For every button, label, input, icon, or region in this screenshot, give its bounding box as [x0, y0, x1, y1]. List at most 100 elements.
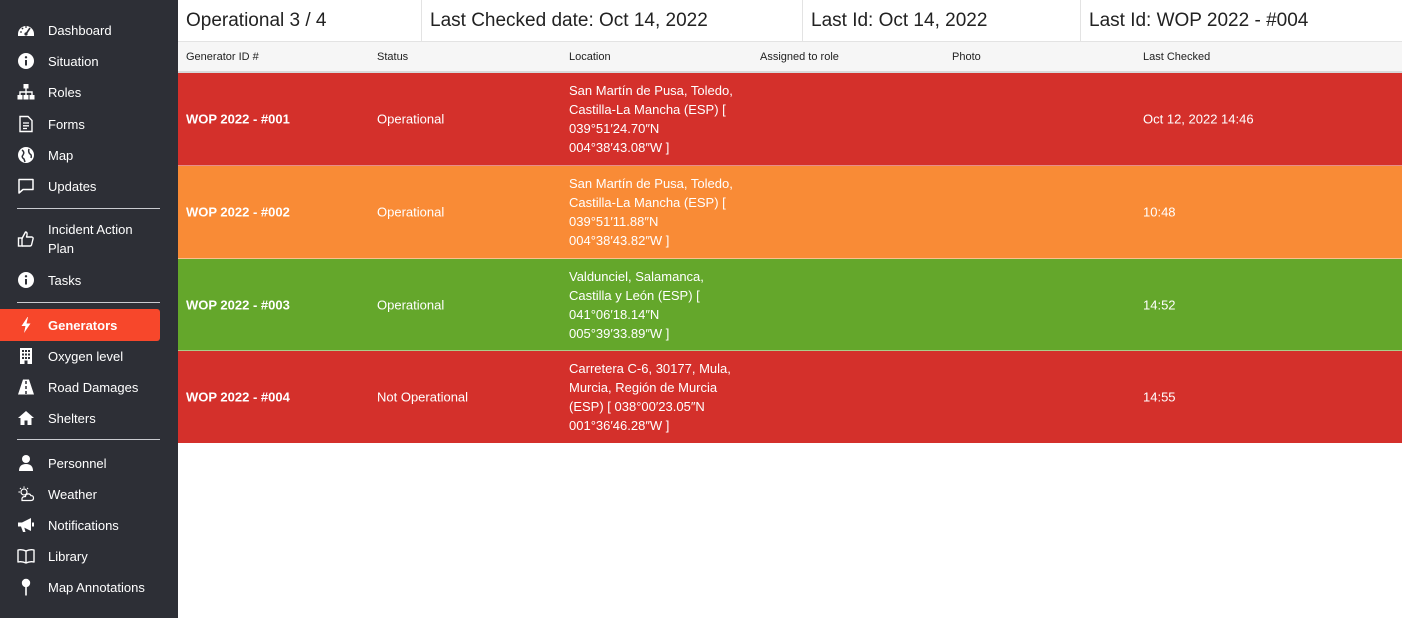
info-icon	[17, 271, 35, 289]
generator-location: San Martín de Pusa, Toledo, Castilla-La …	[569, 81, 754, 157]
person-icon	[17, 454, 35, 472]
table-row[interactable]: WOP 2022 - #001 Operational San Martín d…	[178, 73, 1402, 166]
sidebar-item-label: Road Damages	[48, 379, 139, 395]
location-line: 001°36′46.28″W ]	[569, 418, 670, 433]
location-line: 039°51′24.70″N	[569, 121, 660, 136]
generator-id[interactable]: WOP 2022 - #004	[186, 389, 290, 405]
sidebar-item-label: Incident Action Plan	[48, 222, 133, 256]
summary-last-checked: Last Checked date: Oct 14, 2022	[422, 0, 803, 42]
weather-icon	[17, 485, 35, 503]
main-content: Operational 3 / 4 Last Checked date: Oct…	[178, 0, 1402, 618]
summary-bar: Operational 3 / 4 Last Checked date: Oct…	[178, 0, 1402, 42]
table-row[interactable]: WOP 2022 - #002 Operational San Martín d…	[178, 166, 1402, 259]
org-chart-icon	[17, 83, 35, 101]
sidebar-item-notifications[interactable]: Notifications	[0, 514, 160, 536]
location-line: 005°39′33.89″W ]	[569, 325, 670, 341]
sidebar-item-dashboard[interactable]: Dashboard	[0, 19, 160, 41]
sidebar-item-label: Oxygen level	[48, 348, 124, 364]
generator-status: Operational	[377, 297, 445, 312]
document-icon	[17, 115, 35, 133]
sidebar-item-library[interactable]: Library	[0, 545, 160, 567]
column-header-last-checked[interactable]: Last Checked	[1143, 50, 1211, 63]
generator-location: San Martín de Pusa, Toledo, Castilla-La …	[569, 174, 754, 250]
sidebar-item-map[interactable]: Map	[0, 144, 160, 166]
location-line: Valdunciel, Salamanca,	[569, 268, 704, 284]
column-header-assigned-role[interactable]: Assigned to role	[760, 50, 839, 63]
sidebar-item-weather[interactable]: Weather	[0, 483, 160, 505]
sidebar-item-tasks[interactable]: Tasks	[0, 269, 160, 291]
sidebar-item-label: Library	[48, 548, 88, 564]
sidebar-item-forms[interactable]: Forms	[0, 113, 160, 135]
table-row[interactable]: WOP 2022 - #003 Operational Valdunciel, …	[178, 259, 1402, 351]
sidebar-item-label: Forms	[48, 116, 85, 132]
thumbs-up-icon	[17, 230, 35, 248]
sidebar-item-updates[interactable]: Updates	[0, 175, 160, 197]
location-line: Castilla y León (ESP) [	[569, 287, 700, 303]
sidebar-item-label: Situation	[48, 53, 99, 69]
sidebar-item-shelters[interactable]: Shelters	[0, 407, 160, 429]
location-line: 039°51′11.88″N	[569, 214, 659, 229]
summary-last-id-date: Last Id: Oct 14, 2022	[803, 0, 1081, 42]
generator-location: Carretera C-6, 30177, Mula, Murcia, Regi…	[569, 359, 754, 435]
generator-location: Valdunciel, Salamanca, Castilla y León (…	[569, 267, 754, 343]
sidebar: Dashboard Situation Roles Forms Map	[0, 0, 178, 618]
pin-icon	[17, 578, 35, 596]
sidebar-item-road-damages[interactable]: Road Damages	[0, 376, 160, 398]
generator-last-checked: Oct 12, 2022 14:46	[1143, 111, 1254, 127]
sidebar-item-oxygen-level[interactable]: Oxygen level	[0, 345, 160, 367]
sidebar-item-label: Map	[48, 147, 74, 163]
column-header-status[interactable]: Status	[377, 50, 409, 63]
generator-status: Not Operational	[377, 389, 469, 405]
house-icon	[17, 409, 35, 427]
generator-status: Operational	[377, 111, 445, 127]
generator-status: Operational	[377, 204, 445, 220]
column-header-generator-id[interactable]: Generator ID #	[186, 50, 259, 63]
chat-icon	[17, 177, 35, 195]
summary-last-id: Last Id: WOP 2022 - #004	[1089, 10, 1309, 31]
summary-operational: Operational 3 / 4	[178, 0, 422, 42]
location-line: 041°06′18.14″N	[569, 306, 660, 322]
location-line: Castilla-La Mancha (ESP) [	[569, 195, 726, 210]
sidebar-item-label: Tasks	[48, 272, 82, 288]
sidebar-item-situation[interactable]: Situation	[0, 50, 160, 72]
location-line: 004°38′43.08″W ]	[569, 140, 670, 155]
location-line: San Martín de Pusa, Toledo,	[569, 176, 733, 191]
sidebar-divider	[17, 439, 160, 440]
location-line: San Martín de Pusa, Toledo,	[569, 83, 733, 98]
building-icon	[17, 347, 35, 365]
sidebar-item-label: Weather	[48, 486, 97, 502]
column-header-location[interactable]: Location	[569, 50, 611, 63]
column-header-photo[interactable]: Photo	[952, 50, 981, 63]
book-icon	[17, 547, 35, 565]
generator-id[interactable]: WOP 2022 - #001	[186, 111, 290, 127]
sidebar-item-label: Shelters	[48, 410, 96, 426]
generator-last-checked: 14:52	[1143, 297, 1176, 312]
sidebar-item-roles[interactable]: Roles	[0, 81, 160, 103]
location-line: 004°38′43.82″W ]	[569, 233, 670, 248]
table-row[interactable]: WOP 2022 - #004 Not Operational Carreter…	[178, 351, 1402, 443]
sidebar-item-map-annotations[interactable]: Map Annotations	[0, 576, 160, 598]
table-header: Generator ID # Status Location Assigned …	[178, 42, 1402, 73]
location-line: (ESP) [ 038°00′23.05″N	[569, 399, 705, 414]
sidebar-divider	[17, 208, 160, 209]
info-icon	[17, 52, 35, 70]
sidebar-item-label: Notifications	[48, 517, 119, 533]
sidebar-item-personnel[interactable]: Personnel	[0, 452, 160, 474]
location-line: Carretera C-6, 30177, Mula,	[569, 361, 731, 376]
sidebar-item-label: Generators	[48, 317, 118, 333]
location-line: Murcia, Región de Murcia	[569, 380, 718, 395]
generator-last-checked: 10:48	[1143, 204, 1176, 220]
sidebar-item-label: Updates	[48, 178, 97, 194]
sidebar-item-label: Dashboard	[48, 22, 112, 38]
generator-id[interactable]: WOP 2022 - #003	[186, 297, 290, 312]
generator-id[interactable]: WOP 2022 - #002	[186, 204, 290, 220]
dashboard-icon	[17, 21, 35, 39]
sidebar-item-incident-action-plan[interactable]: Incident Action Plan	[0, 219, 160, 259]
generator-last-checked: 14:55	[1143, 389, 1176, 405]
road-icon	[17, 378, 35, 396]
location-line: Castilla-La Mancha (ESP) [	[569, 102, 726, 117]
sidebar-item-label: Roles	[48, 84, 82, 100]
globe-icon	[17, 146, 35, 164]
sidebar-item-generators[interactable]: Generators	[0, 309, 160, 341]
